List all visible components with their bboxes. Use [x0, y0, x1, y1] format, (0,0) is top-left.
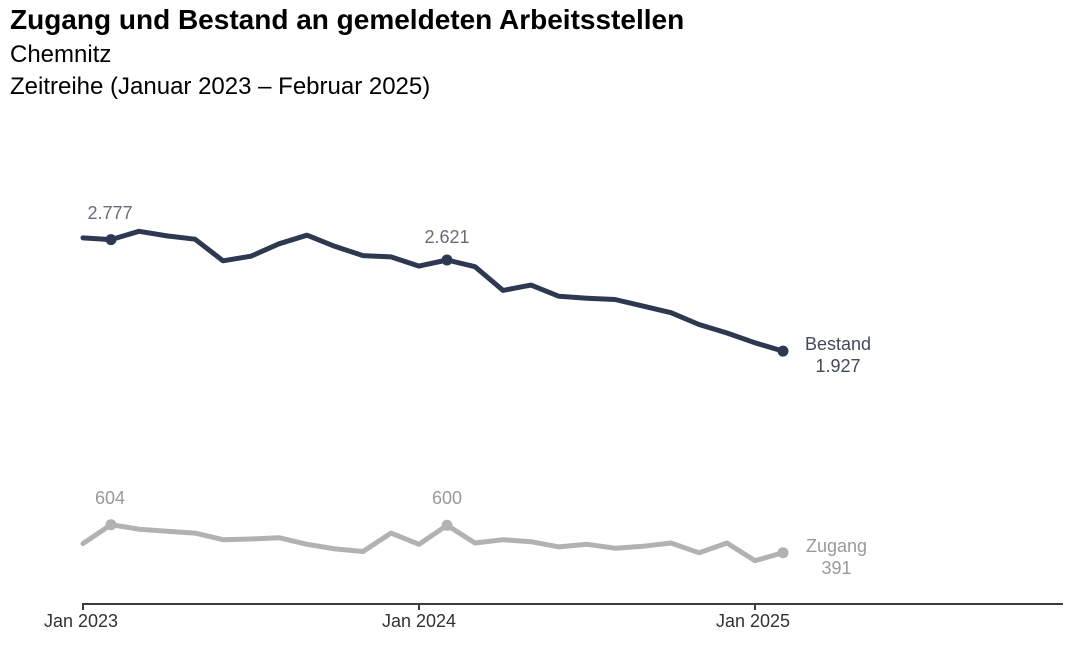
chart-title: Zugang und Bestand an gemeldeten Arbeits… [10, 4, 685, 35]
bestand-end-value: 1.927 [815, 356, 861, 376]
x-tick-label-jan2024: Jan 2024 [381, 611, 457, 631]
series-marker-bestand [105, 234, 117, 246]
chart-region-subtitle: Chemnitz [10, 41, 112, 68]
bestand-value-label-feb2023: 2.777 [87, 203, 133, 223]
series-line-zugang [80, 522, 786, 564]
zugang-series-end-label: Zugang 391 [806, 535, 867, 579]
zugang-value-label-feb2023: 604 [94, 488, 126, 508]
zugang-value-label-feb2024: 600 [431, 488, 463, 508]
series-marker-zugang [441, 519, 453, 531]
x-tick-label-jan2023: Jan 2023 [43, 611, 119, 631]
bestand-series-name: Bestand [805, 334, 872, 354]
series-marker-zugang [105, 519, 117, 531]
x-axis-line [82, 603, 1063, 610]
series-marker-bestand [441, 254, 453, 266]
bestand-series-end-label: Bestand 1.927 [805, 333, 871, 377]
series-marker-zugang [777, 547, 789, 559]
series-marker-bestand [777, 345, 789, 357]
bestand-value-label-feb2024: 2.621 [424, 227, 470, 247]
zugang-series-name: Zugang [806, 536, 868, 556]
series-line-bestand [80, 228, 786, 354]
x-tick-label-jan2025: Jan 2025 [715, 611, 791, 631]
chart-period-subtitle: Zeitreihe (Januar 2023 – Februar 2025) [10, 73, 431, 100]
zugang-end-value: 391 [821, 558, 852, 578]
